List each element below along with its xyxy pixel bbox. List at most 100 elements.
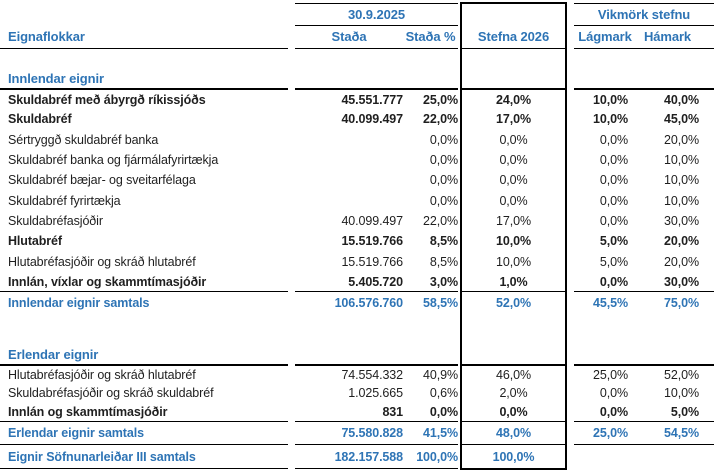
gap <box>566 422 574 445</box>
stada-value <box>295 190 403 210</box>
stada-value: 74.554.332 <box>341 367 403 382</box>
gap <box>566 150 574 170</box>
row-label: Innlán, víxlar og skammtímasjóðir <box>8 274 207 289</box>
stada-value: 40.099.497 <box>341 112 403 127</box>
stada-pct-value <box>403 68 458 90</box>
gap <box>288 365 295 384</box>
hamark-value: 20,0% <box>664 254 699 269</box>
stefna-value: 48,0% <box>460 421 567 446</box>
stefna-value: 2,0% <box>460 383 567 403</box>
stefna-value: 17,0% <box>460 109 567 130</box>
row-label: Hlutabréfasjóðir og skráð hlutabréf <box>8 367 196 382</box>
stada-pct-value <box>403 344 458 366</box>
hamark-value: 5,0% <box>670 405 699 420</box>
table-row: Skuldabréfasjóðir og skráð skuldabréf 1.0… <box>0 383 714 403</box>
stada-pct-value: 0,6% <box>429 386 458 401</box>
gap <box>288 3 295 25</box>
stefna-value: 46,0% <box>460 364 567 384</box>
gap <box>566 403 574 422</box>
stada-pct-value <box>403 48 458 68</box>
gap <box>566 109 574 129</box>
col-header-lagmark: Lágmark <box>574 25 636 49</box>
row-label: Erlendar eignir <box>0 344 288 366</box>
stada-value: 15.519.766 <box>341 254 403 269</box>
col-header-eignaflokkar: Eignaflokkar <box>0 25 288 49</box>
table-row: Innlán, víxlar og skammtímasjóðir 5.405.7… <box>0 271 714 292</box>
stefna-value <box>460 344 567 366</box>
section-header-row: Erlendar eignir <box>0 344 714 366</box>
stefna-value <box>460 312 567 345</box>
gap <box>288 345 295 365</box>
gap <box>566 211 574 231</box>
gap <box>288 231 295 251</box>
table-row: Skuldabréf fyrirtækja 0,0% 0,0% 0,0% 10,0% <box>0 190 714 211</box>
stefna-value: 17,0% <box>460 210 567 232</box>
stada-value <box>295 48 403 68</box>
gap <box>566 272 574 292</box>
gap <box>566 68 574 89</box>
stada-pct-value: 8,5% <box>429 254 458 269</box>
row-label: Hlutabréfasjóðir og skráð hlutabréf <box>8 254 196 269</box>
lagmark-value: 45,5% <box>574 291 636 313</box>
stada-value <box>295 68 403 90</box>
hamark-value: 40,0% <box>664 92 699 107</box>
gap <box>566 345 574 365</box>
stefna-value: 0,0% <box>460 402 567 422</box>
row-label: Skuldabréf <box>8 112 72 127</box>
lagmark-value <box>574 68 636 90</box>
row-label: Innlán og skammtímasjóðir <box>8 405 168 420</box>
gap <box>288 170 295 190</box>
table-row: Skuldabréf með ábyrgð ríkissjóðs 45.551.7… <box>0 89 714 110</box>
stada-pct-value: 22,0% <box>423 112 458 127</box>
stada-pct-value: 0,0% <box>429 405 458 420</box>
gap <box>288 89 295 109</box>
hamark-value: 45,0% <box>664 112 699 127</box>
stada-value: 182.157.588 <box>295 444 403 470</box>
spacer-row <box>0 48 714 68</box>
gap <box>288 211 295 231</box>
row-label: Skuldabréf banka og fjármálafyrirtækja <box>8 153 219 168</box>
hamark-value: 30,0% <box>664 213 699 228</box>
date-header-row: 30.9.2025 Vikmörk stefnu <box>0 2 714 26</box>
stefna-value: 52,0% <box>460 291 567 313</box>
lagmark-value: 0,0% <box>599 405 628 420</box>
hamark-value: 75,0% <box>636 291 714 313</box>
stada-pct-value: 25,0% <box>423 92 458 107</box>
lagmark-value: 0,0% <box>599 274 628 289</box>
hamark-value: 54,5% <box>636 421 714 446</box>
lagmark-value: 0,0% <box>599 153 628 168</box>
lagmark-value: 25,0% <box>593 367 628 382</box>
gap <box>288 384 295 403</box>
stada-value: 106.576.760 <box>295 291 403 313</box>
gap <box>566 384 574 403</box>
table-row: Hlutabréfasjóðir og skráð hlutabréf 74.55… <box>0 364 714 384</box>
row-label: Hlutabréf <box>8 234 62 249</box>
row-label: Eignir Söfnunarleiðar III samtals <box>0 444 288 470</box>
stada-value: 5.405.720 <box>348 274 403 289</box>
gap <box>566 3 574 25</box>
stefna-value: 1,0% <box>460 271 567 292</box>
hamark-value <box>636 68 714 90</box>
column-header-row: Eignaflokkar Staða Staða % Stefna 2026 L… <box>0 25 714 49</box>
gap <box>288 251 295 271</box>
empty-cell <box>0 3 288 25</box>
hamark-value: 30,0% <box>664 274 699 289</box>
gap <box>566 445 574 469</box>
stada-value <box>295 344 403 366</box>
lagmark-value: 25,0% <box>574 421 636 446</box>
stada-pct-value: 0,0% <box>429 173 458 188</box>
stada-pct-value: 0,0% <box>429 153 458 168</box>
grand-total-row: Eignir Söfnunarleiðar III samtals 182.157… <box>0 444 714 470</box>
stefna-value: 0,0% <box>460 149 567 171</box>
stada-pct-value: 22,0% <box>423 213 458 228</box>
hamark-value: 10,0% <box>664 153 699 168</box>
hamark-value: 52,0% <box>664 367 699 382</box>
stefna-value <box>460 48 567 68</box>
row-label: Skuldabréfasjóðir <box>8 213 103 228</box>
gap <box>566 89 574 109</box>
gap <box>288 422 295 445</box>
gap <box>288 292 295 313</box>
stada-value <box>295 170 403 190</box>
row-label <box>0 313 288 345</box>
